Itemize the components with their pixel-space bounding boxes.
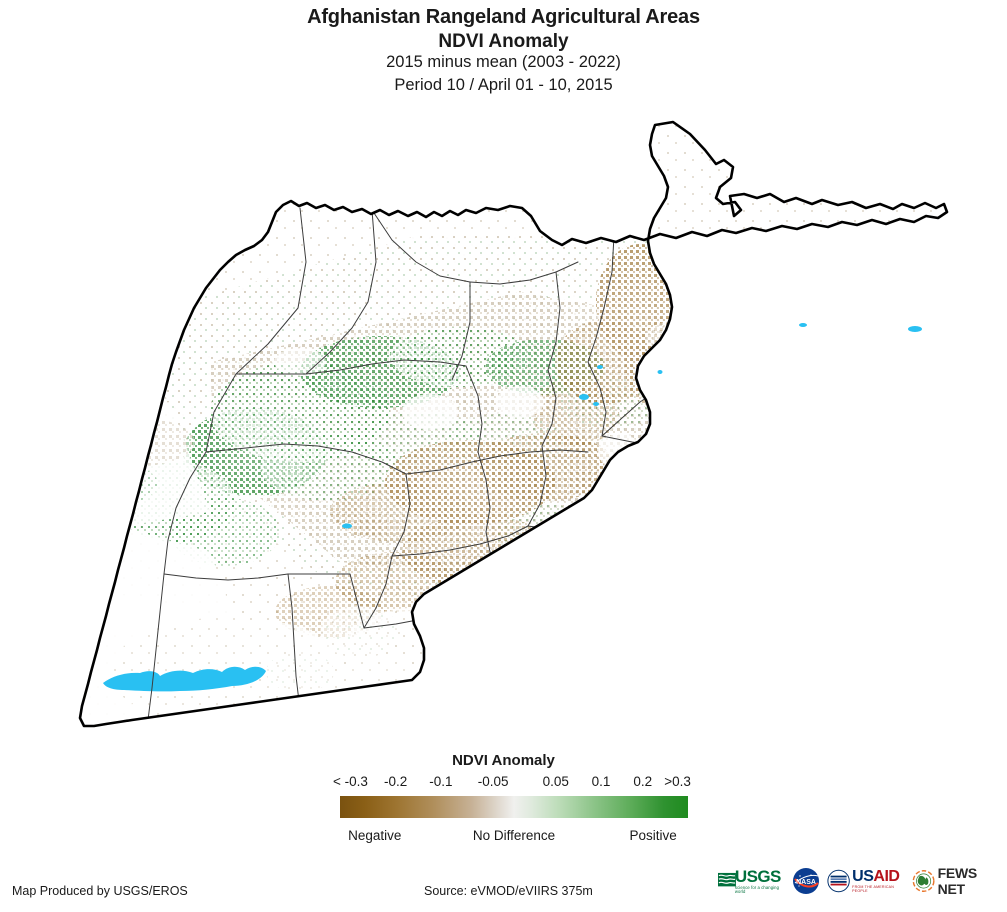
- agency-logos: USGS science for a changing world NASA: [718, 865, 1001, 897]
- produced-by-label: Map Produced by USGS/EROS: [12, 884, 188, 898]
- period-label: Period 10 / April 01 - 10, 2015: [394, 76, 613, 95]
- legend-category-2: Positive: [629, 828, 677, 843]
- footer: Map Produced by USGS/EROS Source: eVMOD/…: [0, 862, 1007, 912]
- usgs-logo[interactable]: USGS science for a changing world: [718, 867, 785, 895]
- fews-wordmark: FEWS NET: [937, 865, 978, 897]
- legend-tick-3: -0.05: [477, 774, 509, 789]
- afghanistan-map-svg[interactable]: [0, 112, 1007, 742]
- nasa-logo[interactable]: NASA: [792, 867, 820, 895]
- lake-wakhan-west: [799, 323, 807, 327]
- map-canvas[interactable]: [0, 112, 1007, 742]
- legend-tick-6: 0.2: [633, 774, 653, 789]
- legend-tick-5: 0.1: [591, 774, 611, 789]
- legend-category-0: Negative: [348, 828, 402, 843]
- usaid-seal-icon: [827, 869, 850, 893]
- legend-tick-7: >0.3: [664, 774, 691, 789]
- legend-category-1: No Difference: [472, 828, 556, 843]
- usgs-wave-icon: [718, 872, 736, 887]
- usaid-tagline: FROM THE AMERICAN PEOPLE: [852, 884, 895, 893]
- fews-net-logo[interactable]: FEWS NET: [912, 865, 1001, 897]
- nasa-meatball-icon: NASA: [792, 868, 819, 894]
- page-title: Afghanistan Rangeland Agricultural Areas: [307, 6, 700, 28]
- legend-category-labels: Negative No Difference Positive: [0, 828, 1007, 846]
- legend-tick-4: 0.05: [542, 774, 569, 789]
- usgs-tagline: science for a changing world: [734, 884, 780, 894]
- nasa-wordmark: NASA: [796, 879, 816, 886]
- usaid-logo[interactable]: USAID FROM THE AMERICAN PEOPLE: [827, 867, 905, 895]
- legend-tick-0: < -0.3: [332, 774, 368, 789]
- fews-globe-icon: [912, 870, 935, 892]
- lake-zorkul: [908, 326, 922, 332]
- legend-colorbar: [340, 796, 688, 818]
- lake-band-e-amir: [342, 523, 352, 529]
- legend-tick-1: -0.2: [384, 774, 408, 789]
- usaid-wordmark: USAID: [852, 867, 904, 885]
- usaid-aid: AID: [873, 867, 900, 885]
- source-label: Source: eVMOD/eVIIRS 375m: [424, 884, 593, 898]
- legend: NDVI Anomaly < -0.3 -0.2 -0.1 -0.05 0.05 0.1 0…: [0, 752, 1007, 852]
- usgs-wordmark: USGS: [734, 866, 781, 886]
- legend-title: NDVI Anomaly: [452, 752, 555, 769]
- usaid-us: US: [852, 867, 874, 885]
- lake-small-north: [579, 394, 589, 400]
- legend-tick-2: -0.1: [429, 774, 453, 789]
- page-subtitle: NDVI Anomaly: [438, 31, 569, 52]
- legend-tick-labels: < -0.3 -0.2 -0.1 -0.05 0.05 0.1 0.2 >0.3: [0, 774, 1007, 790]
- comparison-label: 2015 minus mean (2003 - 2022): [386, 52, 621, 71]
- title-block: Afghanistan Rangeland Agricultural Areas…: [0, 0, 1007, 95]
